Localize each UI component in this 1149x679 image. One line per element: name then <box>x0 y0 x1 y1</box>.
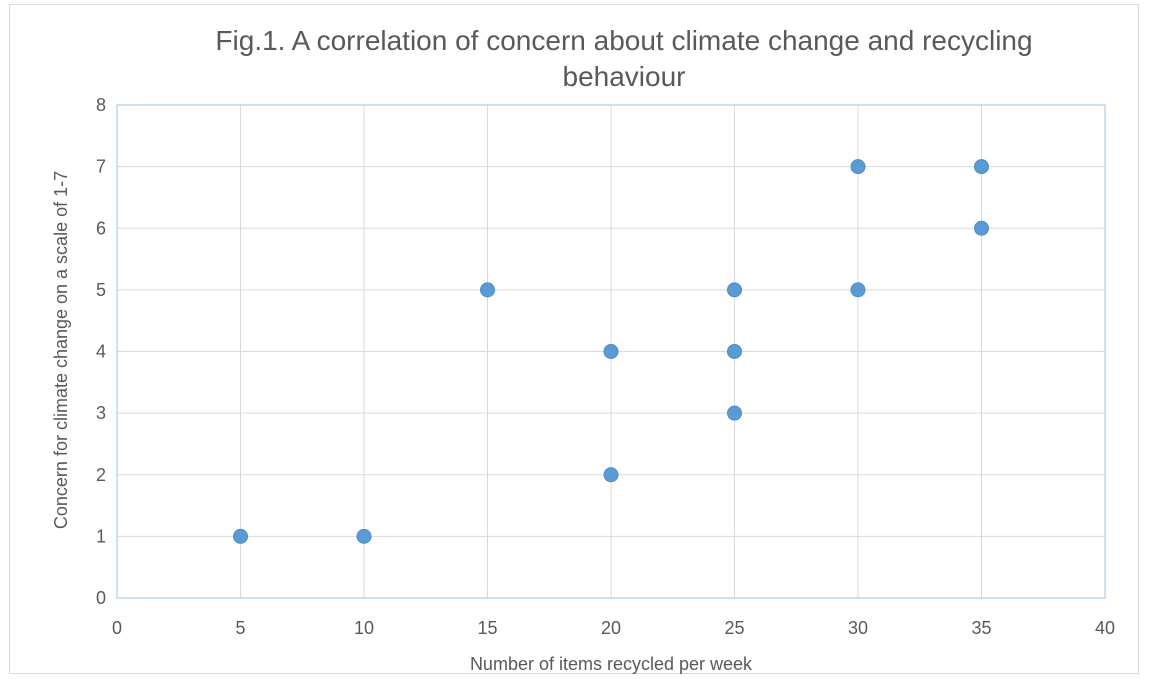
y-tick-label: 3 <box>96 403 106 423</box>
x-tick-label: 30 <box>848 618 868 638</box>
x-axis-ticks: 0 5 10 15 20 25 30 35 40 <box>112 618 1115 638</box>
y-tick-label: 4 <box>96 342 106 362</box>
data-point <box>850 282 866 298</box>
data-point <box>727 282 742 298</box>
y-axis-label: Concern for climate change on a scale of… <box>51 171 71 529</box>
y-tick-label: 5 <box>96 280 106 300</box>
x-tick-label: 25 <box>724 618 744 638</box>
x-tick-label: 10 <box>354 618 374 638</box>
x-tick-label: 40 <box>1095 618 1115 638</box>
data-point <box>480 282 495 298</box>
data-points <box>233 159 989 544</box>
x-tick-label: 15 <box>477 618 497 638</box>
data-point <box>850 159 866 175</box>
y-tick-label: 1 <box>96 526 106 546</box>
data-point <box>727 344 742 359</box>
y-tick-label: 8 <box>96 95 106 115</box>
plot-area-border <box>116 104 1106 599</box>
y-axis-ticks: 0 1 2 3 4 5 6 7 8 <box>96 95 106 608</box>
x-tick-label: 5 <box>235 618 245 638</box>
data-point <box>727 405 742 421</box>
chart-title-line-1: Fig.1. A correlation of concern about cl… <box>215 25 1032 56</box>
chart-title-line-2: behaviour <box>563 61 686 92</box>
data-point <box>974 220 989 236</box>
y-tick-label: 7 <box>96 157 106 177</box>
data-point <box>603 344 619 359</box>
chart-frame <box>9 4 1139 674</box>
x-axis-label: Number of items recycled per week <box>470 654 753 674</box>
data-point <box>603 467 619 483</box>
y-tick-label: 2 <box>96 465 106 485</box>
y-tick-label: 0 <box>96 588 106 608</box>
x-tick-label: 0 <box>112 618 122 638</box>
data-point <box>233 528 248 544</box>
x-tick-label: 20 <box>601 618 621 638</box>
data-point <box>356 528 372 544</box>
y-tick-label: 6 <box>96 218 106 238</box>
x-tick-label: 35 <box>971 618 991 638</box>
data-point <box>974 159 989 175</box>
